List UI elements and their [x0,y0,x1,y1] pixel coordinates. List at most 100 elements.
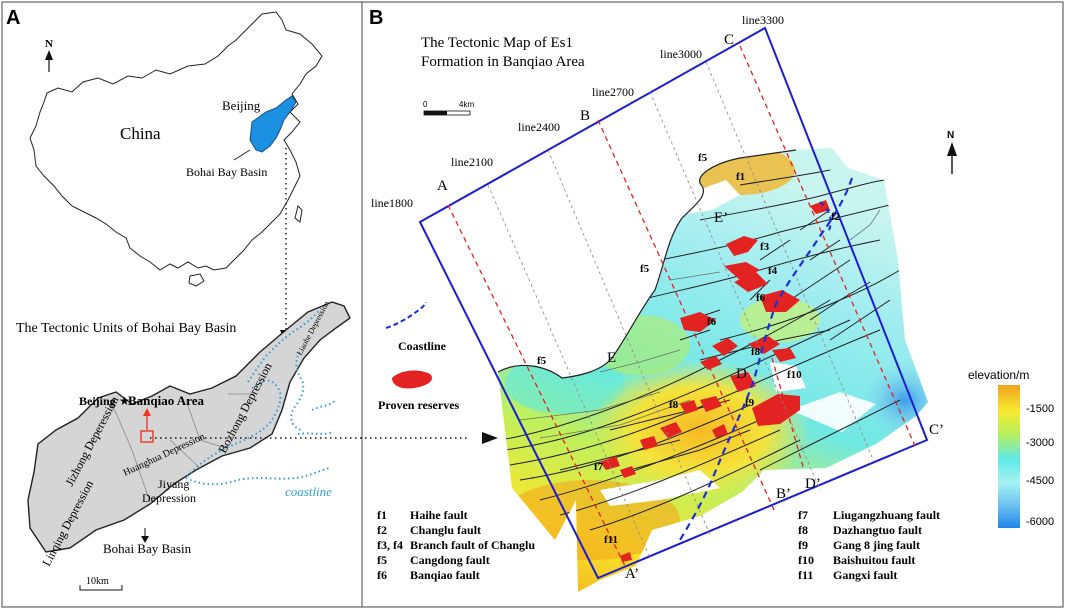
proven-reserves [600,200,830,562]
map-title-line-2: Formation in Banqiao Area [421,54,585,70]
fault-tag-f5a: f5 [698,152,708,164]
bohai-basin-shape [249,95,297,153]
fault-tags: f1 f2 f3 f4 f5 f5 f5 f6 f6 f7 f8 f8 f9 f… [537,152,841,546]
fault-legend-name-9: Gangxi fault [833,568,897,582]
elevation-tick-2: -3000 [1026,437,1054,449]
fault-legend-code-2: f3, f4 [377,538,403,552]
north-label: N [45,38,53,50]
panel-b: B [369,7,1054,592]
panel-b-letter: B [369,7,383,29]
fault-tag-f7: f7 [594,461,604,473]
fault-legend-code-7: f9 [798,538,808,552]
beijing2-label: Beijing [79,394,116,408]
elevation-tick-3: -4500 [1026,475,1054,487]
legend-coastline-label: Coastline [398,339,447,353]
section-b-prime: B’ [776,486,791,502]
bohai-bay-label: Bohai Bay Basin [186,165,267,179]
fault-legend-name-5: Liugangzhuang fault [833,508,940,522]
fault-tag-f6b: f6 [707,316,717,328]
line-2100-label: line2100 [451,155,493,169]
section-c-prime: C’ [929,422,944,438]
map-title-line-1: The Tectonic Map of Es1 [421,35,573,51]
section-e-prime: E’ [714,210,728,226]
line-2400-label: line2400 [518,120,560,134]
fault-tag-f8b: f8 [669,399,679,411]
bohai-pointer [233,149,251,161]
north-arrowhead-icon [45,50,53,60]
section-a-prime: A’ [625,566,639,582]
section-d: D [736,366,747,382]
map-outline [497,149,797,379]
line-1800-label: line1800 [371,196,413,210]
fault-tag-f5b: f5 [640,263,650,275]
fault-tag-f6a: f6 [756,292,766,304]
fault-tag-f11: f11 [604,534,618,546]
legend-coastline-icon [385,301,427,329]
section-e: E [607,350,616,366]
jiyang-label: Jiyang Depression [142,477,196,505]
fault-tag-f4: f4 [768,265,778,277]
line-3000-label: line3000 [660,47,702,61]
connector-b-arrowhead [482,432,498,444]
fault-tag-f2: f2 [831,211,841,223]
panel-a-letter: A [6,7,20,29]
scale-0-label: 0 [423,100,428,109]
fault-legend-code-6: f8 [798,523,808,537]
basin-units-shape [27,301,351,553]
fault-legend-name-1: Changlu fault [410,523,481,537]
beijing-star-icon: ★ [119,394,130,408]
fault-tag-f5c: f5 [537,355,547,367]
jiyang-line-1: Jiyang [158,477,189,491]
hainan-outline [188,273,205,287]
elevation-colorbar [998,385,1020,528]
fault-legend-name-7: Gang 8 jing fault [833,538,920,552]
taiwan-outline [294,205,303,223]
fault-legend-code-8: f10 [798,553,814,567]
fault-tag-f8a: f8 [751,346,761,358]
elevation-title: elevation/m [968,368,1029,382]
fault-legend-name-3: Cangdong fault [410,553,490,567]
depression-boundaries [111,393,254,503]
fault-legend-name-2: Branch fault of Changlu [410,538,535,552]
section-d-prime: D’ [805,476,821,492]
survey-lines [487,61,875,559]
fault-legend-code-1: f2 [377,523,387,537]
jiyang-line-2: Depression [142,491,196,505]
fault-legend-code-5: f7 [798,508,808,522]
panel-a: A N China Beijing Bohai Bay Basin The Te… [6,7,470,591]
scale-bar-b-fill [424,111,447,115]
fault-legend-name-4: Banqiao fault [410,568,480,582]
scale-label-a: 10km [86,576,109,587]
fault-tag-f1: f1 [736,171,745,183]
banqiao-box [140,430,154,443]
coastline-dashed-2 [819,201,832,233]
coastline-dotted [185,309,331,486]
legend-reserves-label: Proven reserves [378,398,460,412]
fault-tag-f10: f10 [787,369,802,381]
china-outline [29,11,323,271]
fault-legend-code-0: f1 [377,508,387,522]
fault-legend-code-9: f11 [798,568,813,582]
section-c: C [724,32,734,48]
fault-legend-name-6: Dazhangtuo fault [833,523,922,537]
section-b: B [580,108,590,124]
banqiao-arrowhead-icon [143,408,151,416]
section-lines [447,45,916,567]
fault-legend-code-4: f6 [377,568,387,582]
north-b-label: N [947,130,954,141]
fault-legend-name-0: Haihe fault [410,508,468,522]
elevation-tick-1: -1500 [1026,403,1054,415]
basin-label: Bohai Bay Basin [103,541,192,556]
banqiao-area-label: Banqiao Area [128,393,204,408]
beijing-label: Beijing [222,98,261,113]
line-3300-label: line3300 [742,13,784,27]
coastline-dashed [679,177,854,541]
china-label: China [120,124,161,143]
fault-legend-name-8: Baishuitou fault [833,553,915,567]
elevation-tick-4: -6000 [1026,516,1054,528]
fault-legend-code-3: f5 [377,553,387,567]
coastline-dotted-2 [290,351,305,431]
